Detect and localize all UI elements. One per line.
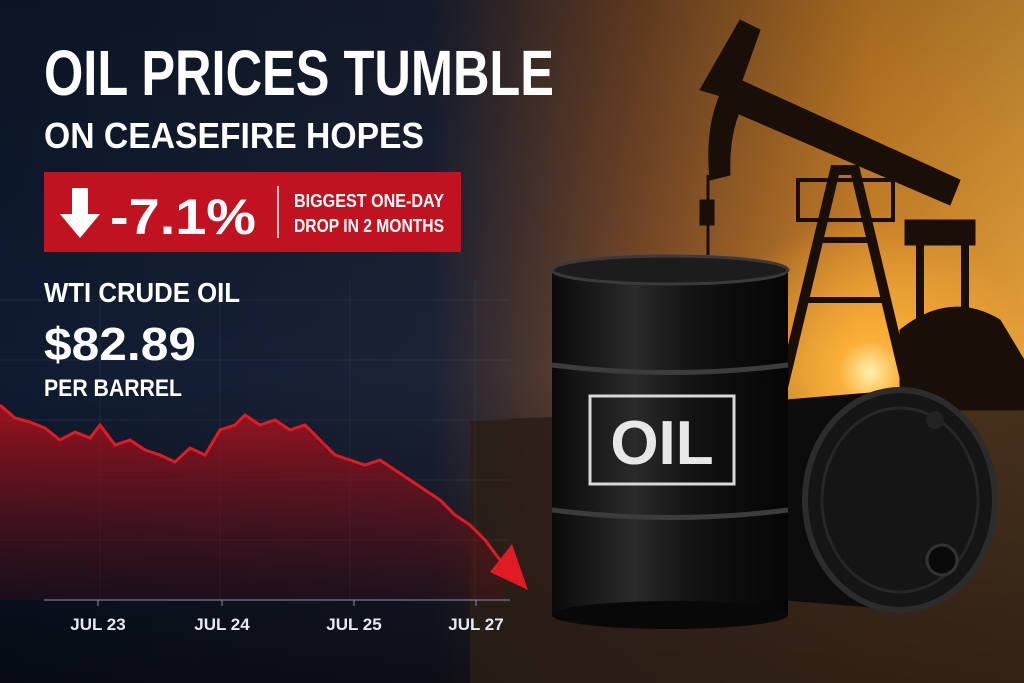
price-area bbox=[0, 405, 505, 600]
price-line bbox=[0, 403, 502, 561]
x-ticks bbox=[97, 600, 477, 606]
down-arrow-icon bbox=[60, 188, 100, 238]
barrel-standing bbox=[550, 254, 790, 629]
badge bbox=[44, 172, 461, 252]
badge-note: DROP IN 2 MONTHS bbox=[294, 216, 444, 236]
x-label: JUL 24 bbox=[194, 615, 250, 634]
headline: OIL PRICES TUMBLE bbox=[44, 37, 554, 109]
commodity: WTI CRUDE OIL bbox=[44, 277, 240, 308]
pumpjack bbox=[699, 19, 1024, 411]
x-label: JUL 27 bbox=[448, 615, 503, 634]
subheadline: ON CEASEFIRE HOPES bbox=[44, 115, 424, 156]
barrel-lying bbox=[780, 387, 998, 613]
badge-change: -7.1% bbox=[110, 189, 256, 245]
unit: PER BARREL bbox=[44, 375, 182, 402]
badge-note: BIGGEST ONE-DAY bbox=[294, 191, 444, 211]
x-label: JUL 25 bbox=[326, 615, 381, 634]
price: $82.89 bbox=[44, 318, 196, 370]
x-label: JUL 23 bbox=[70, 615, 125, 634]
trend-arrow bbox=[490, 544, 528, 590]
barrel-label: OIL bbox=[610, 409, 713, 478]
